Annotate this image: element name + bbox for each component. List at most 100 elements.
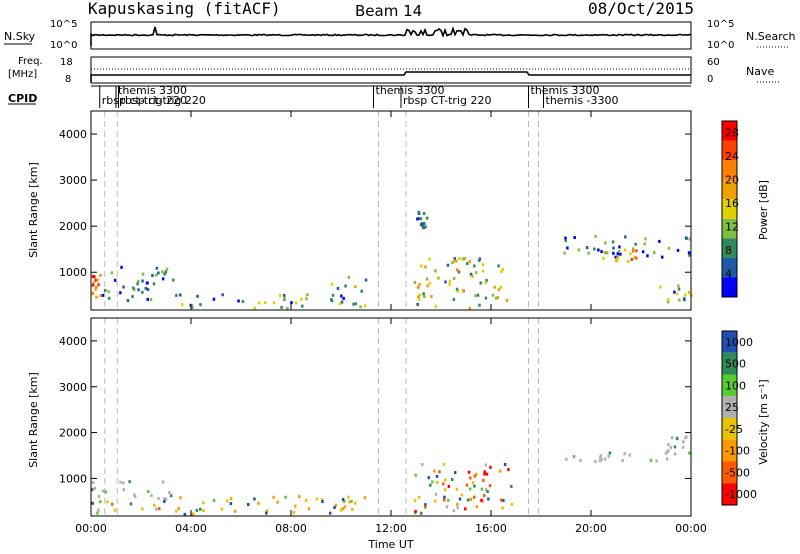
range-gate-cell [104, 288, 107, 292]
range-gate-cell [473, 474, 476, 478]
range-gate-cell [283, 293, 286, 297]
range-gate-cell [594, 235, 597, 238]
range-gate-cell [485, 279, 488, 282]
range-gate-cell [665, 457, 669, 461]
range-gate-cell [164, 497, 168, 501]
range-gate-cell [658, 239, 661, 243]
x-tick-label: 00:00 [675, 522, 707, 535]
range-gate-cell [92, 280, 96, 284]
velocity-colorbar-tick: -25 [725, 423, 743, 436]
range-gate-cell [286, 306, 289, 310]
range-gate-cell [684, 293, 687, 297]
range-gate-cell [667, 298, 670, 302]
range-gate-cell [342, 296, 345, 300]
range-gate-cell [685, 237, 689, 240]
range-gate-cell [330, 299, 334, 303]
range-gate-cell [363, 304, 367, 308]
range-gate-cell [483, 470, 486, 474]
range-gate-cell [146, 297, 149, 301]
range-gate-cell [413, 499, 417, 503]
range-gate-cell [94, 278, 98, 282]
range-gate-cell [264, 301, 267, 305]
range-gate-cell [451, 261, 454, 265]
nsky-series [90, 26, 691, 46]
range-gate-cell [673, 290, 676, 294]
noise-tick-right-top: 10^5 [707, 19, 734, 30]
range-gate-cell [661, 255, 664, 259]
range-gate-cell [430, 295, 433, 298]
range-gate-cell [99, 500, 102, 504]
x-tick-label: 04:00 [175, 522, 207, 535]
range-gate-cell [502, 499, 505, 502]
range-gate-cell [221, 293, 224, 297]
range-gate-cell [453, 259, 456, 263]
range-gate-cell [364, 278, 368, 282]
range-gate-cell [126, 299, 130, 303]
range-gate-cell [602, 256, 605, 260]
range-gate-cell [616, 252, 620, 255]
cpid-label-4: rbsp CT-trig 220 [403, 94, 491, 107]
power-colorbar-label: Power [dB] [757, 180, 770, 240]
range-gate-cell [280, 305, 283, 309]
noise-tick-left-bottom: 10^0 [50, 40, 77, 51]
range-gate-cell [433, 499, 437, 503]
range-gate-cell [505, 299, 509, 302]
x-tick-label: 00:00 [75, 522, 107, 535]
range-gate-cell [229, 502, 233, 506]
range-gate-cell [340, 294, 343, 298]
power-colorbar-tick: 12 [725, 221, 739, 234]
range-gate-cell [473, 484, 476, 488]
range-gate-cell [471, 481, 475, 485]
range-gate-cell [468, 260, 471, 264]
range-gate-cell [573, 236, 576, 239]
range-gate-cell [151, 274, 154, 277]
range-gate-cell [456, 289, 460, 293]
range-gate-cell [106, 500, 109, 504]
range-gate-cell [485, 472, 489, 476]
cpid-label-2: rbsp ct-trig 220 [121, 94, 206, 107]
range-gate-cell [629, 252, 632, 256]
velocity-colorbar-tick: -100 [725, 445, 750, 458]
velocity-panel-background [91, 318, 691, 516]
range-gate-cell [428, 281, 432, 285]
range-gate-cell [500, 498, 503, 502]
power-colorbar-swatch [722, 257, 737, 278]
velocity-colorbar-swatch [722, 483, 737, 505]
range-gate-cell [633, 256, 637, 259]
range-gate-cell [612, 251, 615, 255]
range-gate-cell [603, 250, 606, 254]
range-gate-cell [460, 493, 464, 497]
range-gate-cell [682, 440, 685, 444]
range-gate-cell [468, 306, 471, 310]
x-tick-label: 16:00 [475, 522, 507, 535]
velocity-colorbar-tick: 1000 [725, 336, 753, 349]
range-gate-cell [414, 473, 417, 477]
range-gate-cell [438, 470, 441, 474]
range-gate-cell [290, 301, 293, 305]
range-gate-cell [452, 277, 456, 280]
range-gate-cell [141, 279, 144, 283]
range-gate-cell [598, 459, 602, 463]
range-gate-cell [434, 492, 438, 496]
range-gate-cell [493, 285, 496, 289]
range-gate-cell [424, 503, 427, 507]
range-gate-cell [417, 217, 421, 220]
range-gate-cell [360, 289, 363, 293]
range-gate-cell [484, 488, 488, 491]
nsky-label: N.Sky [4, 30, 36, 43]
range-gate-cell [634, 242, 637, 246]
velocity-colorbar-swatch [722, 439, 737, 462]
range-gate-cell [347, 275, 351, 279]
range-gate-cell [593, 247, 596, 251]
range-gate-cell [96, 511, 99, 515]
range-gate-cell [563, 251, 566, 255]
power-panel: 1000 2000 3000 4000 Slant Range [km] [27, 110, 693, 311]
range-gate-cell [179, 293, 182, 297]
range-gate-cell [96, 278, 99, 282]
range-gate-cell [617, 249, 621, 253]
range-gate-cell [107, 290, 110, 294]
range-gate-cell [133, 493, 136, 497]
range-gate-cell [145, 281, 149, 285]
cpid-label-5: themis 3300 [531, 84, 600, 97]
freq-label: Freq. [18, 56, 43, 67]
